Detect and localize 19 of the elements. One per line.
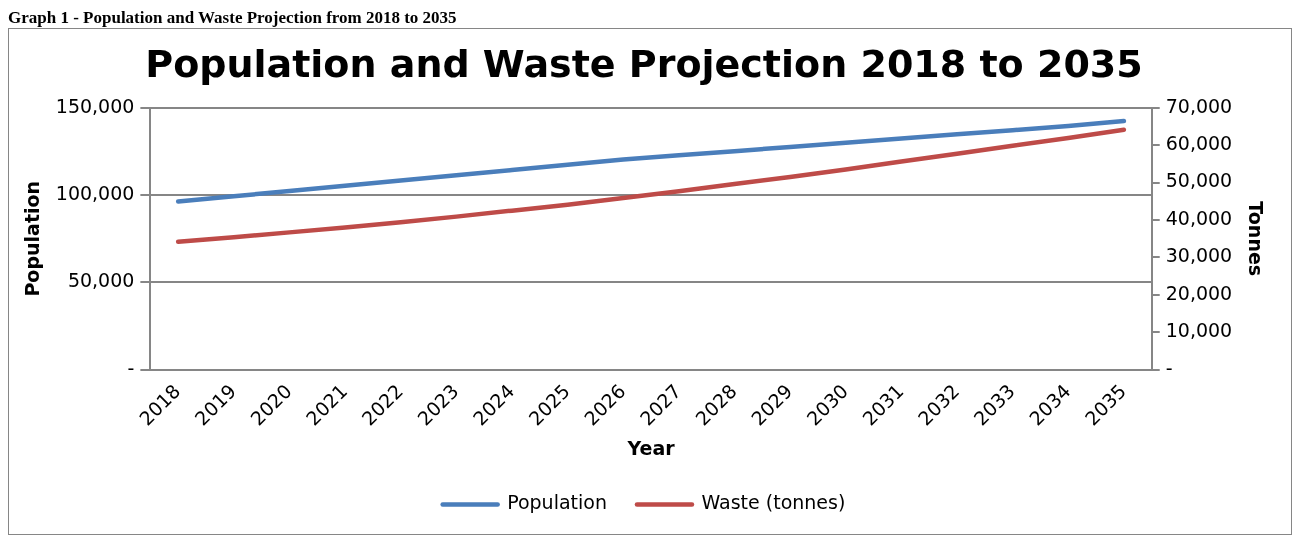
y2-tick-label: 20,000 xyxy=(1165,281,1233,304)
y2-tick-label: 40,000 xyxy=(1165,206,1233,229)
y2-tick-label: 50,000 xyxy=(1165,169,1233,192)
y2-tick-label: 30,000 xyxy=(1165,244,1233,267)
y-tick-label: 150,000 xyxy=(55,94,135,117)
y2-axis-title: Tonnes xyxy=(1244,201,1267,277)
x-axis-title: Year xyxy=(626,436,676,459)
chart-title: Population and Waste Projection 2018 to 2035 xyxy=(145,41,1143,86)
legend-label: Waste (tonnes) xyxy=(701,491,846,514)
y-axis-title: Population xyxy=(21,180,44,297)
y2-tick-label: - xyxy=(1165,356,1173,379)
caption: Graph 1 - Population and Waste Projection from 2018 to 2035 xyxy=(8,8,458,28)
y2-tick-label: 60,000 xyxy=(1165,132,1233,155)
y2-tick-label: 70,000 xyxy=(1165,94,1233,117)
y-tick-label: 100,000 xyxy=(55,181,135,204)
y2-tick-label: 10,000 xyxy=(1165,319,1233,342)
y-tick-label: - xyxy=(127,356,135,379)
legend-label: Population xyxy=(507,491,607,514)
y-tick-label: 50,000 xyxy=(67,269,135,292)
